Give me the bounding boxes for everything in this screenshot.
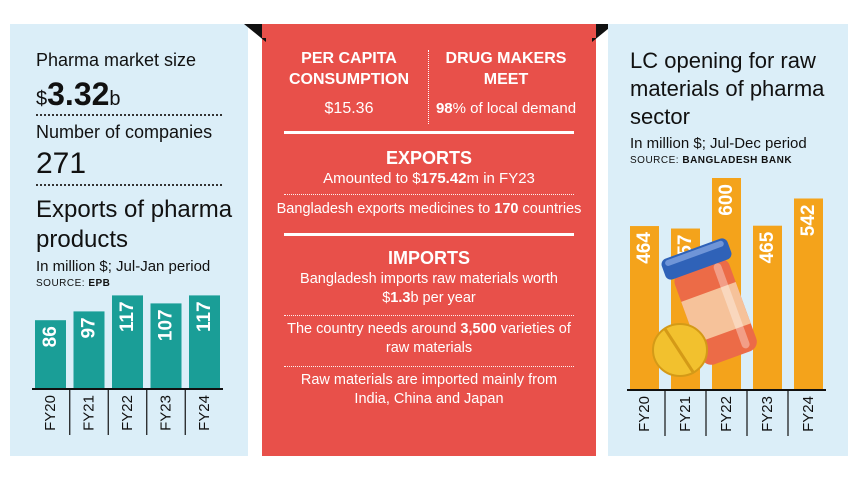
market-size-prefix: $ bbox=[36, 88, 48, 110]
exports-countries-line: Bangladesh exports medicines to 170 coun… bbox=[276, 201, 582, 217]
lc-tick-label: FY20 bbox=[636, 396, 653, 432]
exports-source-name: EPB bbox=[88, 278, 111, 289]
exports-source-label: SOURCE: bbox=[36, 278, 86, 289]
lc-tick-label: FY24 bbox=[800, 396, 817, 432]
imports-heading: IMPORTS bbox=[387, 248, 470, 268]
drug-makers-value: 98% of local demand bbox=[432, 100, 580, 117]
lc-title-line2: materials of pharma bbox=[630, 76, 825, 101]
per-capita-heading: PER CAPITA CONSUMPTION bbox=[276, 48, 422, 90]
market-size-value: $3.32b bbox=[36, 76, 121, 113]
origin-line2: India, China and Japan bbox=[354, 391, 504, 407]
per-capita-line2: CONSUMPTION bbox=[289, 71, 409, 88]
companies-label: Number of companies bbox=[36, 122, 213, 142]
lc-source: SOURCE: BANGLADESH BANK bbox=[630, 155, 792, 166]
center-top-strip bbox=[262, 24, 596, 38]
exports-countries-pre: Bangladesh exports medicines to bbox=[276, 201, 495, 217]
exports-bar-fy23 bbox=[150, 303, 182, 389]
lc-tick-label: FY22 bbox=[718, 396, 735, 432]
exports-value-label: 97 bbox=[79, 317, 100, 338]
center-panel bbox=[262, 38, 596, 456]
exports-amount-pre: Amounted to $ bbox=[323, 170, 421, 187]
exports-heading: EXPORTS bbox=[385, 148, 473, 168]
exports-title-line2: products bbox=[36, 226, 129, 253]
exports-tick-label: FY23 bbox=[158, 395, 175, 431]
center-rule-2 bbox=[284, 233, 574, 236]
left-divider-1 bbox=[36, 114, 222, 116]
varieties-bold: 3,500 bbox=[460, 321, 497, 337]
exports-amount-bold: 175.42 bbox=[420, 170, 467, 187]
exports-tick-label: FY20 bbox=[42, 395, 59, 431]
per-capita-line1: PER CAPITA bbox=[301, 50, 397, 67]
exports-plot: 86 97 117 107 117 FY20 FY21 FY22 FY23 FY24 bbox=[32, 295, 223, 435]
lc-value-label: 465 bbox=[757, 231, 778, 263]
lc-source-name: BANGLADESH BANK bbox=[682, 155, 793, 166]
drug-makers-heading: DRUG MAKERS MEET bbox=[432, 48, 580, 90]
exports-tick-label: FY21 bbox=[81, 395, 98, 431]
center-dotted-2 bbox=[284, 315, 574, 316]
exports-bar-fy21 bbox=[73, 311, 105, 389]
imports-line2-bold: 1.3 bbox=[390, 290, 411, 306]
lc-bar-fy24 bbox=[794, 198, 823, 390]
imports-line1: Bangladesh imports raw materials worth bbox=[300, 271, 558, 287]
exports-value-label: 86 bbox=[40, 326, 61, 347]
exports-value-label: 107 bbox=[156, 309, 177, 341]
drug-makers-value-bold: 98 bbox=[435, 100, 453, 117]
exports-bar-chart: 86 97 117 107 117 FY20 FY21 FY22 FY23 FY24 bbox=[32, 295, 223, 435]
exports-tick-label: FY24 bbox=[196, 395, 213, 431]
left-divider-2 bbox=[36, 184, 222, 186]
exports-title-line1: Exports of pharma bbox=[36, 196, 233, 223]
exports-tick-label: FY22 bbox=[119, 395, 136, 431]
lc-source-label: SOURCE: bbox=[630, 155, 680, 166]
exports-subtitle: In million $; Jul-Jan period bbox=[36, 258, 211, 275]
drug-makers-value-rest: % of local demand bbox=[452, 100, 577, 117]
center-vertical-divider bbox=[428, 50, 429, 124]
drug-makers-line2: MEET bbox=[483, 71, 529, 88]
market-size-number: 3.32 bbox=[47, 76, 110, 112]
lc-tick-label: FY23 bbox=[759, 396, 776, 432]
lc-value-label: 542 bbox=[798, 204, 819, 236]
companies-value: 271 bbox=[36, 147, 87, 180]
center-dotted-1 bbox=[284, 194, 574, 195]
market-size-suffix: b bbox=[109, 88, 121, 110]
exports-countries-post: countries bbox=[518, 201, 582, 217]
imports-line2: $1.3b per year bbox=[276, 290, 582, 306]
exports-countries-bold: 170 bbox=[494, 201, 519, 217]
lc-value-label: 464 bbox=[634, 232, 655, 264]
exports-amount-line: Amounted to $175.42m in FY23 bbox=[276, 170, 582, 187]
exports-bar-fy22 bbox=[112, 295, 143, 389]
imports-line2-post: b per year bbox=[410, 290, 476, 306]
exports-source: SOURCE: EPB bbox=[36, 278, 110, 289]
lc-tick-label: FY21 bbox=[677, 396, 694, 432]
exports-bar-fy24 bbox=[189, 295, 220, 389]
exports-bar-fy20 bbox=[35, 320, 66, 389]
center-left-tab bbox=[244, 24, 266, 42]
pill-bottle-illustration bbox=[652, 238, 757, 377]
origin-line1: Raw materials are imported mainly from bbox=[300, 372, 558, 388]
lc-title-line3: sector bbox=[630, 104, 690, 129]
varieties-line1: The country needs around 3,500 varieties… bbox=[276, 321, 582, 337]
exports-amount-post: m in FY23 bbox=[466, 170, 535, 187]
center-rule-1 bbox=[284, 131, 574, 134]
imports-line2-pre: $ bbox=[382, 290, 391, 306]
market-size-label: Pharma market size bbox=[36, 50, 197, 70]
center-dotted-3 bbox=[284, 366, 574, 367]
lc-value-label: 600 bbox=[716, 184, 737, 216]
varieties-post: varieties of bbox=[496, 321, 571, 337]
lc-bar-fy23 bbox=[753, 225, 782, 390]
per-capita-value: $15.36 bbox=[324, 100, 374, 117]
exports-value-label: 117 bbox=[194, 301, 215, 332]
lc-bar-fy20 bbox=[630, 226, 659, 390]
varieties-line2: raw materials bbox=[385, 340, 473, 356]
lc-title-line1: LC opening for raw bbox=[630, 48, 816, 73]
drug-makers-line1: DRUG MAKERS bbox=[445, 50, 567, 67]
exports-value-label: 117 bbox=[117, 301, 138, 332]
lc-subtitle: In million $; Jul-Dec period bbox=[630, 135, 807, 152]
varieties-pre: The country needs around bbox=[287, 321, 461, 337]
